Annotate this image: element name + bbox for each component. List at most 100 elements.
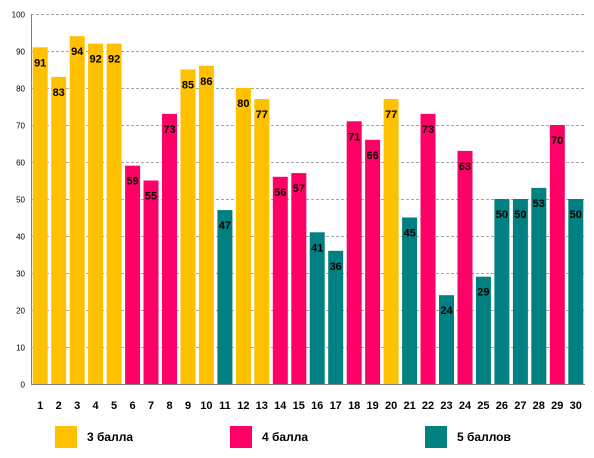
- x-tick-label: 6: [130, 400, 136, 412]
- bar: [568, 199, 584, 384]
- data-label: 73: [163, 124, 175, 136]
- data-label: 57: [293, 183, 305, 195]
- legend-label-3: 3 балла: [87, 430, 134, 444]
- x-tick-label: 27: [514, 400, 526, 412]
- bar: [383, 99, 399, 384]
- bar: [531, 187, 547, 384]
- x-tick-label: 17: [330, 400, 342, 412]
- x-tick-label: 24: [459, 400, 472, 412]
- x-tick-label: 29: [551, 400, 563, 412]
- legend-item-4: 4 балла: [230, 424, 308, 450]
- bar: [143, 180, 159, 384]
- x-tick-label: 12: [237, 400, 249, 412]
- x-tick-label: 13: [256, 400, 268, 412]
- data-label: 53: [533, 198, 545, 210]
- data-label: 71: [348, 131, 360, 143]
- x-tick-label: 23: [440, 400, 452, 412]
- bar: [217, 210, 233, 384]
- data-label: 86: [200, 76, 212, 88]
- x-axis: 1 2 3 4 5 6 7 8 9 10 11 12 13 14 15 16 17 18 19 20 21 22 23 24 2…: [31, 384, 585, 412]
- data-label: 92: [108, 54, 120, 66]
- x-tick-label: 7: [148, 400, 154, 412]
- x-tick-label: 30: [570, 400, 582, 412]
- data-label: 91: [34, 57, 46, 69]
- x-tick-label: 15: [293, 400, 305, 412]
- bar: [420, 113, 436, 385]
- x-tick-label: 10: [200, 400, 212, 412]
- bar: [51, 76, 67, 385]
- x-tick-label: 14: [274, 400, 287, 412]
- bar: [309, 232, 325, 384]
- x-tick-label: 9: [185, 400, 191, 412]
- x-tick-label: 4: [93, 400, 100, 412]
- bar: [365, 139, 381, 384]
- data-label: 83: [53, 87, 65, 99]
- data-label: 80: [237, 98, 249, 110]
- bar: [494, 199, 510, 384]
- bar: [180, 69, 196, 384]
- bar: [69, 36, 85, 384]
- x-tick-label: 18: [348, 400, 360, 412]
- x-tick-label: 22: [422, 400, 434, 412]
- data-label: 85: [182, 80, 194, 92]
- legend-swatch-4: [230, 426, 252, 448]
- bar: [198, 65, 214, 385]
- data-label: 63: [459, 161, 471, 173]
- x-tick-label: 11: [219, 400, 231, 412]
- x-tick-label: 1: [37, 400, 43, 412]
- data-label: 24: [440, 305, 453, 317]
- bar: [106, 43, 122, 384]
- data-label: 92: [89, 54, 101, 66]
- data-label: 66: [366, 150, 378, 162]
- y-tick-label: 70: [16, 122, 25, 131]
- data-label: 77: [385, 109, 397, 121]
- data-label: 56: [274, 187, 286, 199]
- legend-item-3: 3 балла: [55, 424, 133, 450]
- legend-swatch-3: [55, 426, 77, 448]
- y-tick-label: 10: [16, 344, 25, 353]
- bar: [272, 176, 288, 384]
- x-tick-label: 2: [56, 400, 62, 412]
- data-label: 70: [551, 135, 563, 147]
- bar: [32, 47, 48, 385]
- data-label: 47: [219, 220, 231, 232]
- bar: [88, 43, 104, 384]
- y-axis: 0 10 20 30 40 50 60 70 80 90 100: [12, 11, 32, 390]
- bar: [402, 217, 418, 384]
- x-tick-label: 21: [403, 400, 415, 412]
- data-label: 50: [496, 209, 508, 221]
- data-label: 73: [422, 124, 434, 136]
- x-tick-label: 16: [311, 400, 323, 412]
- y-tick-label: 80: [16, 85, 25, 94]
- bar: [162, 113, 177, 385]
- y-tick-label: 30: [16, 270, 25, 279]
- y-tick-label: 40: [16, 233, 25, 242]
- x-tick-label: 19: [366, 400, 378, 412]
- y-tick-label: 90: [16, 48, 25, 57]
- legend-label-4: 4 балла: [262, 430, 309, 444]
- data-label: 55: [145, 191, 157, 203]
- bar: [291, 173, 307, 384]
- bar: [254, 99, 270, 384]
- bar: [346, 121, 362, 385]
- legend-label-5: 5 баллов: [457, 430, 511, 444]
- x-tick-label: 5: [111, 400, 117, 412]
- y-tick-label: 50: [16, 196, 25, 205]
- data-label: 41: [311, 242, 323, 254]
- y-tick-label: 20: [16, 307, 25, 316]
- data-label: 36: [330, 261, 342, 273]
- x-tick-label: 20: [385, 400, 397, 412]
- x-tick-label: 28: [533, 400, 545, 412]
- y-tick-label: 0: [21, 381, 26, 390]
- legend-swatch-5: [425, 426, 447, 448]
- bar: [439, 295, 454, 384]
- x-tick-label: 3: [74, 400, 80, 412]
- bars: [32, 36, 584, 385]
- data-label: 29: [477, 287, 489, 299]
- bar: [549, 125, 565, 384]
- bar: [457, 150, 473, 384]
- bar: [328, 250, 344, 384]
- data-label: 59: [126, 176, 138, 188]
- bar: [512, 199, 528, 384]
- data-label: 45: [403, 228, 415, 240]
